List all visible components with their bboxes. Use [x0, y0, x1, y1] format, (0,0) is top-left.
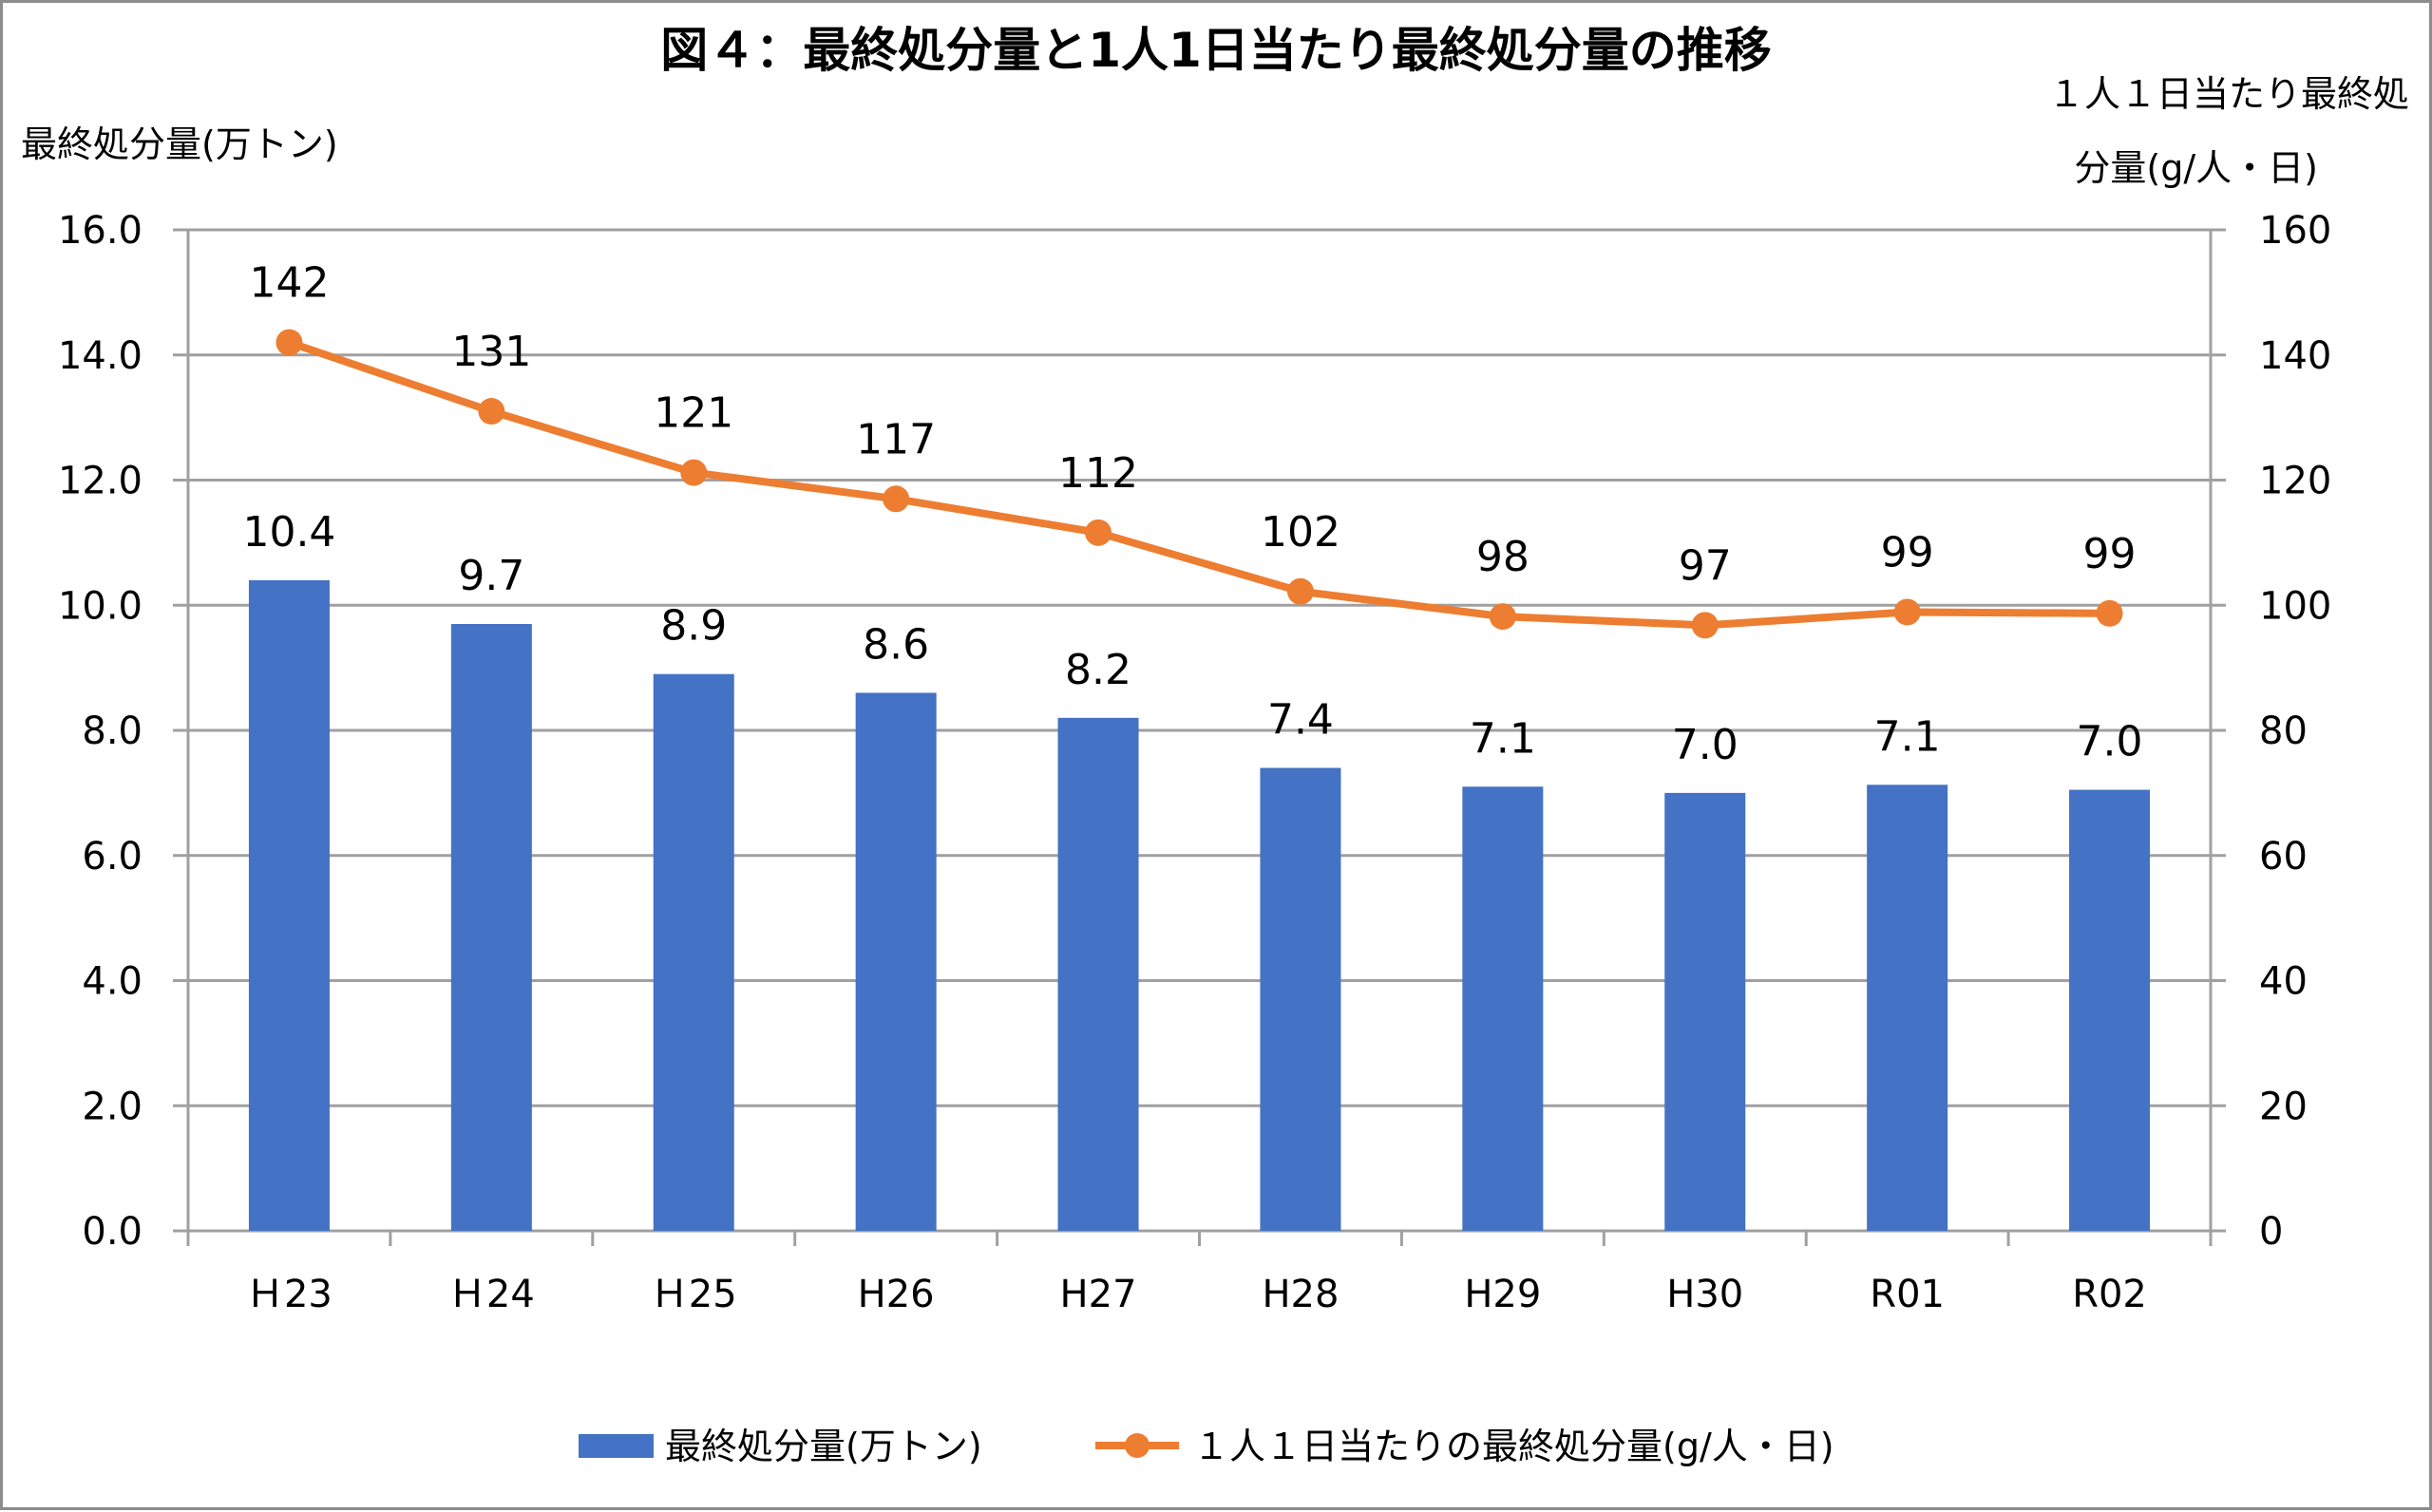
bar — [653, 673, 734, 1231]
line-marker — [478, 398, 505, 425]
bar — [1664, 792, 1746, 1231]
left-tick-label: 2.0 — [82, 1085, 142, 1128]
legend-bar-label: 最終処分量(万トン) — [665, 1426, 982, 1467]
right-tick-label: 20 — [2259, 1085, 2308, 1128]
right-tick-label: 80 — [2259, 709, 2308, 753]
left-tick-label: 4.0 — [82, 960, 142, 1004]
line-marker — [680, 459, 708, 486]
legend: 最終処分量(万トン) １人１日当たりの最終処分量(g/人・日) — [579, 1426, 1834, 1467]
bar-value-label: 7.0 — [1672, 721, 1738, 769]
bar-series — [248, 579, 2151, 1231]
left-tick-label: 6.0 — [82, 835, 142, 879]
line-value-label: 121 — [654, 389, 733, 438]
right-tick-label: 160 — [2259, 209, 2331, 253]
bar-value-label: 7.4 — [1267, 696, 1334, 745]
x-tick-label: R02 — [2072, 1273, 2147, 1316]
left-tick-label: 8.0 — [82, 709, 142, 753]
left-tick-label: 12.0 — [58, 460, 142, 503]
chart-title: 図４：最終処分量と1人1日当たり最終処分量の推移 — [660, 23, 1772, 78]
bar-value-label: 8.2 — [1065, 646, 1131, 694]
legend-line-marker — [1125, 1433, 1150, 1458]
x-tick-label: H28 — [1262, 1273, 1339, 1316]
right-tick-label: 60 — [2259, 835, 2308, 879]
left-tick-label: 14.0 — [58, 334, 142, 378]
line-value-label: 112 — [1058, 449, 1138, 498]
left-axis: 0.0 2.0 4.0 6.0 8.0 10.0 12.0 14.0 16.0 — [58, 209, 190, 1254]
line-marker — [1286, 577, 1314, 605]
x-tick-label: H26 — [858, 1273, 935, 1316]
x-axis: Ｈ23 Ｈ24 Ｈ25 H26 H27 H28 H29 H30 R01 R02 — [186, 1231, 2213, 1316]
bar — [1260, 767, 1341, 1231]
chart: 図４：最終処分量と1人1日当たり最終処分量の推移 最終処分量(万トン) １人１日… — [21, 23, 2409, 1467]
right-axis-title-line1: １人１日当たり最終処 — [2048, 73, 2409, 115]
bar-value-label: 7.1 — [1874, 712, 1941, 761]
line-series — [276, 329, 2123, 639]
bar — [1462, 786, 1544, 1231]
line-value-label: 99 — [1881, 528, 1934, 576]
bar — [248, 579, 330, 1231]
right-tick-label: 140 — [2259, 334, 2331, 378]
right-axis-title-line2: 分量(g/人・日) — [2074, 147, 2318, 189]
left-axis-title: 最終処分量(万トン) — [21, 123, 338, 165]
line-data-labels: 142 131 121 117 112 102 98 97 99 99 — [249, 259, 2136, 591]
x-tick-label: H29 — [1464, 1273, 1541, 1316]
bar — [2069, 789, 2151, 1231]
x-tick-label: Ｈ23 — [246, 1273, 332, 1316]
line-marker — [1489, 603, 1516, 631]
right-tick-label: 0 — [2259, 1210, 2283, 1254]
x-tick-label: Ｈ25 — [651, 1273, 737, 1316]
line-value-label: 97 — [1679, 541, 1732, 590]
x-tick-label: H30 — [1666, 1273, 1743, 1316]
bar-value-label: 7.0 — [2077, 718, 2143, 766]
line-marker — [883, 485, 910, 513]
bar-value-label: 10.4 — [242, 508, 335, 557]
left-tick-label: 0.0 — [82, 1210, 142, 1254]
left-tick-label: 10.0 — [58, 584, 142, 628]
bar — [855, 692, 937, 1231]
line-marker — [2096, 599, 2123, 627]
line-marker — [1893, 598, 1921, 626]
bar-data-labels: 10.4 9.7 8.9 8.6 8.2 7.4 7.1 7.0 7.1 7.0 — [242, 508, 2142, 769]
line-value-label: 102 — [1261, 508, 1340, 557]
line-value-label: 99 — [2083, 530, 2137, 578]
bar-value-label: 8.6 — [863, 620, 929, 669]
right-tick-label: 120 — [2259, 460, 2331, 503]
bar-value-label: 7.1 — [1470, 714, 1536, 763]
legend-bar-swatch — [579, 1434, 654, 1458]
line-marker — [276, 329, 303, 356]
x-tick-label: H27 — [1060, 1273, 1137, 1316]
x-tick-label: Ｈ24 — [448, 1273, 535, 1316]
line-marker — [1691, 612, 1719, 639]
right-tick-label: 100 — [2259, 584, 2331, 628]
line-value-label: 117 — [856, 415, 936, 463]
line-value-label: 131 — [451, 328, 531, 376]
line-value-label: 98 — [1476, 533, 1530, 581]
bar-value-label: 8.9 — [660, 602, 727, 651]
bar — [450, 624, 532, 1231]
series-line — [288, 338, 2110, 630]
x-tick-label: R01 — [1870, 1273, 1945, 1316]
right-axis: 0 20 40 60 80 100 120 140 160 — [2209, 209, 2331, 1254]
legend-line-label: １人１日当たりの最終処分量(g/人・日) — [1193, 1426, 1834, 1467]
right-tick-label: 40 — [2259, 960, 2308, 1004]
bar-value-label: 9.7 — [458, 552, 524, 600]
left-tick-label: 16.0 — [58, 209, 142, 253]
bar — [1867, 784, 1948, 1231]
line-marker — [1085, 519, 1112, 546]
line-value-label: 142 — [249, 259, 329, 308]
bar — [1057, 717, 1139, 1231]
